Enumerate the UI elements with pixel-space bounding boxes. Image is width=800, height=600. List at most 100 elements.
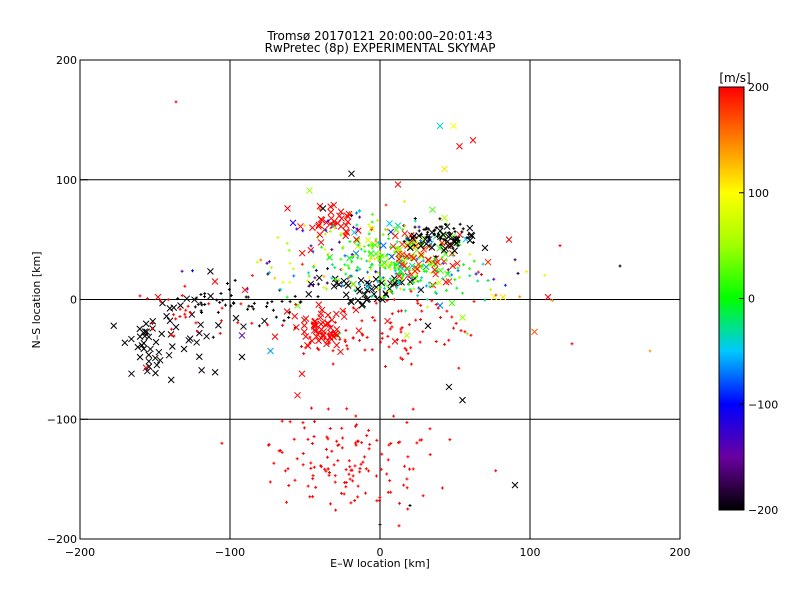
data-point-plus — [318, 207, 322, 211]
data-point-plus — [384, 254, 388, 258]
data-point-plus — [259, 258, 263, 262]
y-tick-label: 200 — [56, 54, 77, 67]
data-point-plus — [348, 240, 352, 244]
data-point-plus — [422, 227, 426, 231]
data-point-cross — [336, 212, 343, 220]
data-point-cross — [386, 220, 393, 227]
data-point-cross — [337, 348, 344, 356]
data-point-plus — [409, 362, 413, 366]
data-point-cross — [312, 321, 320, 329]
data-point-cross — [140, 329, 147, 337]
data-point-cross — [443, 223, 451, 230]
data-point-plus — [364, 491, 368, 495]
data-point-plus — [291, 267, 295, 271]
y-axis-ticks: −200 −100 0 100 200 — [47, 54, 88, 546]
data-point-plus — [246, 295, 250, 299]
data-point-plus — [311, 249, 315, 253]
data-point-plus — [398, 501, 402, 505]
data-point-plus — [367, 275, 371, 279]
data-point-plus — [339, 491, 343, 495]
data-point-plus — [489, 288, 493, 292]
data-point-plus — [247, 304, 251, 308]
data-point-cross — [198, 366, 205, 374]
data-point-plus — [333, 226, 337, 230]
y-axis-label: N–S location [km] — [30, 251, 43, 348]
data-point-plus — [342, 310, 346, 314]
data-point-plus — [392, 266, 396, 270]
data-point-plus — [370, 262, 374, 266]
data-point-plus — [444, 258, 448, 262]
data-point-plus — [418, 340, 422, 344]
data-point-plus — [388, 277, 392, 281]
data-point-plus — [293, 478, 297, 482]
data-point-cross — [484, 258, 492, 266]
data-point-plus — [481, 262, 485, 266]
data-point-plus — [476, 270, 480, 274]
data-point-plus — [420, 309, 424, 313]
data-point-plus — [401, 357, 405, 361]
data-point-cross — [399, 251, 406, 258]
data-point-plus — [331, 224, 335, 228]
data-point-plus — [280, 450, 284, 454]
data-point-plus — [433, 242, 437, 246]
data-point-plus — [396, 262, 400, 266]
data-point-plus — [435, 235, 439, 239]
data-point-cross — [211, 368, 219, 376]
data-point-plus — [294, 303, 298, 307]
data-point-plus — [195, 330, 199, 334]
data-point-plus — [395, 286, 399, 290]
data-point-plus — [352, 225, 356, 229]
data-point-cross — [203, 332, 210, 340]
data-point-cross — [183, 295, 191, 303]
data-point-plus — [312, 434, 316, 438]
data-point-cross — [207, 292, 214, 300]
data-point-plus — [370, 246, 374, 250]
data-point-cross — [352, 250, 360, 257]
data-point-plus — [378, 523, 382, 527]
data-point-plus — [427, 281, 431, 285]
data-point-plus — [176, 297, 180, 301]
data-point-plus — [307, 274, 311, 278]
data-point-cross — [428, 244, 436, 251]
data-point-plus — [439, 243, 443, 247]
data-point-plus — [340, 267, 344, 271]
data-point-plus — [368, 442, 372, 446]
data-point-plus — [288, 300, 292, 304]
data-point-plus — [379, 278, 383, 282]
data-point-plus — [409, 289, 413, 293]
data-point-cross — [193, 339, 201, 346]
data-point-plus — [472, 300, 476, 304]
data-point-cross — [163, 312, 170, 320]
data-point-plus — [396, 280, 400, 284]
data-point-cross — [261, 317, 268, 325]
data-point-cross — [417, 251, 425, 259]
data-point-cross — [397, 267, 404, 274]
data-point-cross — [315, 274, 323, 282]
data-point-plus — [178, 315, 182, 319]
data-point-plus — [326, 467, 330, 471]
data-point-cross — [418, 253, 425, 260]
data-point-plus — [412, 245, 416, 249]
data-point-plus — [370, 348, 374, 352]
data-point-cross — [466, 237, 474, 244]
data-point-plus — [367, 447, 371, 451]
data-point-plus — [344, 468, 348, 472]
data-point-cross — [326, 253, 334, 261]
data-point-plus — [345, 407, 349, 411]
data-point-plus — [363, 455, 367, 459]
data-point-plus — [453, 230, 457, 234]
data-point-plus — [422, 269, 426, 273]
data-point-plus — [347, 459, 351, 463]
data-point-plus — [370, 243, 374, 247]
data-point-plus — [407, 238, 411, 242]
data-point-plus — [271, 308, 275, 312]
data-point-cross — [284, 205, 291, 212]
data-point-cross — [172, 323, 180, 331]
data-point-cross — [346, 254, 353, 262]
data-point-plus — [543, 273, 547, 277]
data-point-plus — [426, 230, 430, 234]
data-point-plus — [494, 469, 498, 473]
data-point-plus — [356, 495, 360, 499]
data-point-plus — [257, 324, 261, 328]
data-point-plus — [375, 438, 379, 442]
